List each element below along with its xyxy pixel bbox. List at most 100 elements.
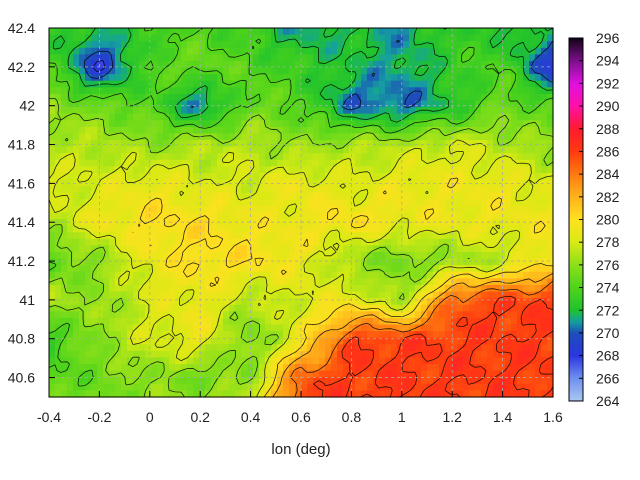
heatmap-cell (481, 317, 488, 326)
heatmap-cell (487, 205, 494, 214)
heatmap-cell (469, 120, 476, 128)
heatmap-cell (97, 377, 104, 385)
heatmap-cell (355, 179, 362, 187)
colorbar-segment (569, 142, 583, 146)
heatmap-cell (91, 159, 98, 167)
heatmap-cell (391, 245, 398, 253)
heatmap-cell (367, 113, 374, 121)
heatmap-cell (355, 28, 362, 36)
heatmap-cell (121, 67, 128, 75)
heatmap-cell (493, 120, 500, 128)
heatmap-cell (187, 258, 194, 266)
heatmap-cell (445, 159, 452, 167)
heatmap-cell (103, 126, 110, 135)
heatmap-cell (481, 120, 488, 128)
heatmap-cell (151, 311, 158, 319)
heatmap-cell (349, 232, 356, 240)
heatmap-cell (445, 383, 452, 392)
heatmap-cell (493, 60, 500, 69)
heatmap-cell (259, 304, 266, 312)
heatmap-cell (295, 192, 302, 200)
heatmap-cell (343, 133, 350, 141)
heatmap-cell (85, 311, 92, 319)
heatmap-cell (97, 383, 104, 392)
heatmap-cell (241, 113, 248, 121)
heatmap-cell (283, 87, 290, 95)
heatmap-cell (547, 278, 554, 286)
colorbar-segment (569, 323, 583, 327)
heatmap-cell (415, 258, 422, 266)
contour-path (48, 27, 554, 398)
heatmap-cell (193, 232, 200, 240)
heatmap-cell (85, 74, 92, 82)
heatmap-cell (259, 377, 266, 385)
heatmap-cell (523, 172, 530, 181)
heatmap-cell (403, 186, 410, 194)
heatmap-cell (367, 252, 374, 260)
heatmap-cell (187, 140, 194, 148)
heatmap-cell (487, 100, 494, 108)
heatmap-cell (403, 219, 410, 227)
heatmap-cell (505, 238, 512, 247)
heatmap-cell (415, 324, 422, 332)
colorbar-segment (569, 128, 583, 132)
heatmap-cell (199, 278, 206, 286)
heatmap-cell (241, 192, 248, 200)
heatmap-cell (289, 146, 296, 154)
heatmap-cell (157, 291, 164, 299)
heatmap-cell (481, 271, 488, 279)
heatmap-cell (49, 153, 56, 161)
heatmap-cell (517, 344, 524, 352)
heatmap-cell (133, 54, 140, 62)
heatmap-cell (289, 80, 296, 88)
heatmap-cell (301, 166, 308, 174)
heatmap-cell (361, 317, 368, 326)
heatmap-cell (145, 120, 152, 128)
colorbar-segment (569, 65, 583, 68)
heatmap-cell (247, 34, 254, 42)
heatmap-cell (451, 284, 458, 293)
colorbar-segment (569, 187, 583, 191)
heatmap-cell (55, 47, 62, 55)
heatmap-cell (385, 140, 392, 148)
heatmap-cell (457, 205, 464, 214)
heatmap-cell (469, 252, 476, 260)
heatmap-cell (475, 390, 482, 398)
heatmap-cell (439, 252, 446, 260)
heatmap-cell (373, 192, 380, 200)
heatmap-cell (343, 179, 350, 187)
heatmap-cell (385, 120, 392, 128)
heatmap-cell (307, 179, 314, 187)
heatmap-cell (493, 364, 500, 372)
heatmap-cell (409, 383, 416, 392)
colorbar-segment (569, 394, 583, 397)
heatmap-cell (283, 383, 290, 392)
heatmap-cell (211, 192, 218, 200)
heatmap-cell (475, 172, 482, 181)
heatmap-cell (295, 100, 302, 108)
heatmap-cell (355, 344, 362, 352)
heatmap-cell (427, 258, 434, 266)
heatmap-cell (97, 364, 104, 372)
heatmap-cell (271, 205, 278, 214)
heatmap-cell (127, 212, 134, 220)
heatmap-cell (337, 120, 344, 128)
heatmap-cell (331, 87, 338, 95)
heatmap-cell (535, 324, 542, 332)
heatmap-cell (421, 298, 428, 306)
heatmap-cell (205, 344, 212, 352)
heatmap-cell (169, 113, 176, 121)
heatmap-cell (55, 166, 62, 174)
heatmap-cell (175, 383, 182, 392)
heatmap-cell (307, 146, 314, 154)
heatmap-cell (73, 212, 80, 220)
heatmap-cell (505, 120, 512, 128)
heatmap-cell (439, 166, 446, 174)
heatmap-cell (193, 324, 200, 332)
heatmap-cell (403, 291, 410, 299)
heatmap-cell (301, 159, 308, 167)
colorbar-segment (569, 180, 583, 184)
heatmap-cell (181, 153, 188, 161)
heatmap-cell (91, 219, 98, 227)
heatmap-cell (325, 212, 332, 220)
